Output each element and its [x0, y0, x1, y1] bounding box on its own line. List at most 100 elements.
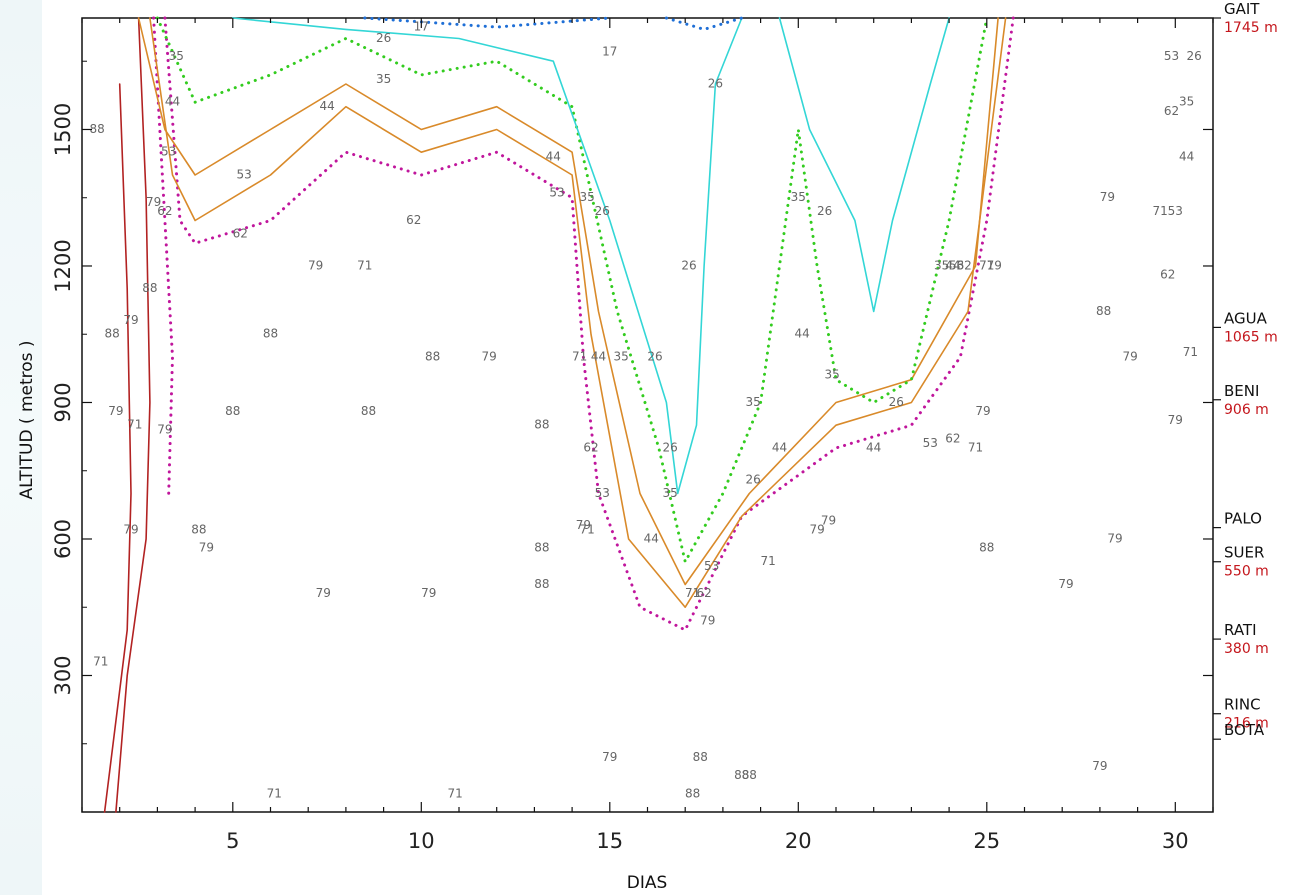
contour-label: 71 [760, 554, 775, 568]
station-name: RINC [1224, 696, 1261, 714]
contour-label: 53 [923, 436, 938, 450]
contour-label: 88 [425, 350, 440, 364]
contour-label: 79 [123, 313, 138, 327]
x-tick-label: 25 [973, 829, 1000, 853]
contour-label: 71 [572, 350, 587, 364]
contour-line-26 [232, 17, 743, 495]
station-altitude: 380 m [1224, 641, 1269, 657]
contour-label: 79 [975, 404, 990, 418]
contour-label: 53 [595, 486, 610, 500]
contour-label: 26 [745, 472, 760, 486]
contour-label: 88 [734, 768, 749, 782]
contour-label: 44 [945, 259, 960, 273]
contour-label: 71 [1153, 204, 1168, 218]
station-altitude: 216 m [1224, 716, 1269, 732]
x-tick-label: 10 [408, 829, 435, 853]
contour-label: 44 [866, 441, 881, 455]
contour-label: 88 [742, 768, 757, 782]
station-name: SUER [1224, 544, 1264, 562]
contour-label: 71 [685, 586, 700, 600]
contour-label: 35 [934, 259, 949, 273]
contour-line-44 [137, 17, 999, 586]
contour-label: 71 [979, 259, 994, 273]
contour-label: 71 [267, 786, 282, 800]
contour-label: 88 [361, 404, 376, 418]
contour-label: 79 [602, 750, 617, 764]
contour-label: 79 [157, 422, 172, 436]
contour-label: 88 [263, 327, 278, 341]
contour-label: 79 [199, 541, 214, 555]
contour-label: 26 [708, 77, 723, 91]
x-axis-title: DIAS [627, 873, 668, 893]
contour-label: 53 [949, 259, 964, 273]
contour-label: 71 [127, 418, 142, 432]
contour-label: 35 [580, 190, 595, 204]
station-altitude: 1065 m [1224, 329, 1278, 345]
contour-label: 26 [817, 204, 832, 218]
station-name: BOTA [1224, 721, 1265, 739]
contour-label: 79 [1168, 413, 1183, 427]
contour-label: 53 [1168, 204, 1183, 218]
contour-line-79 [115, 17, 151, 813]
x-tick-label: 30 [1162, 829, 1189, 853]
contour-label: 88 [191, 522, 206, 536]
x-tick-label: 5 [226, 829, 239, 853]
contour-label: 88 [225, 404, 240, 418]
contour-label: 35 [825, 368, 840, 382]
y-tick-label: 300 [51, 655, 75, 695]
contour-label: 62 [945, 431, 960, 445]
station-labels: GAIT 1745 m AGUA 1065 m BENI 906 m PALO SUER 550… [1213, 0, 1278, 740]
y-tick-label: 600 [51, 519, 75, 559]
contour-label: 35 [745, 395, 760, 409]
contour-label: 44 [165, 95, 180, 109]
contour-label: 79 [1107, 532, 1122, 546]
contour-label: 35 [791, 190, 806, 204]
contour-line-35 [155, 16, 989, 564]
contour-label: 17 [602, 45, 617, 59]
station-name: GAIT [1224, 0, 1260, 18]
y-tick-label: 900 [51, 382, 75, 422]
contour-label: 35 [1179, 95, 1194, 109]
contour-label: 26 [647, 350, 662, 364]
station-altitude: 1745 m [1224, 20, 1278, 36]
contour-label: 62 [1164, 104, 1179, 118]
contour-label: 44 [644, 532, 659, 546]
x-tick-label: 15 [596, 829, 623, 853]
contour-label: 44 [794, 327, 809, 341]
left-margin-shading [0, 0, 42, 895]
contour-label: 79 [821, 513, 836, 527]
contour-label: 26 [1186, 49, 1201, 63]
contour-label: 62 [583, 441, 598, 455]
contour-label: 44 [772, 441, 787, 455]
station-name: AGUA [1224, 309, 1268, 327]
contour-label: 79 [123, 522, 138, 536]
x-axis: 5 10 15 20 25 30 [81, 18, 1214, 853]
contour-label: 26 [681, 259, 696, 273]
contour-label: 62 [1160, 268, 1175, 282]
contour-label: 35 [376, 72, 391, 86]
contour-label: 62 [957, 259, 972, 273]
contour-label: 79 [108, 404, 123, 418]
contour-lines [103, 16, 1015, 813]
contour-label: 88 [89, 122, 104, 136]
contour-label: 62 [233, 227, 248, 241]
contour-label: 71 [968, 441, 983, 455]
contour-label: 79 [700, 613, 715, 627]
contour-label: 79 [482, 350, 497, 364]
contour-line-26 [778, 17, 950, 313]
station-altitude: 906 m [1224, 402, 1269, 418]
contour-label: 53 [549, 186, 564, 200]
plot-area-frame [81, 17, 1214, 813]
contour-label: 71 [93, 654, 108, 668]
contour-label: 88 [693, 750, 708, 764]
contour-label: 44 [546, 149, 561, 163]
contour-label: 62 [157, 204, 172, 218]
contour-label: 53 [704, 559, 719, 573]
contour-label: 62 [406, 213, 421, 227]
contour-line-17 [363, 16, 612, 29]
contour-label: 71 [580, 522, 595, 536]
contour-label: 35 [613, 350, 628, 364]
contour-line-71 [152, 16, 174, 495]
y-axis: 300 600 900 1200 1500 [51, 60, 1213, 745]
